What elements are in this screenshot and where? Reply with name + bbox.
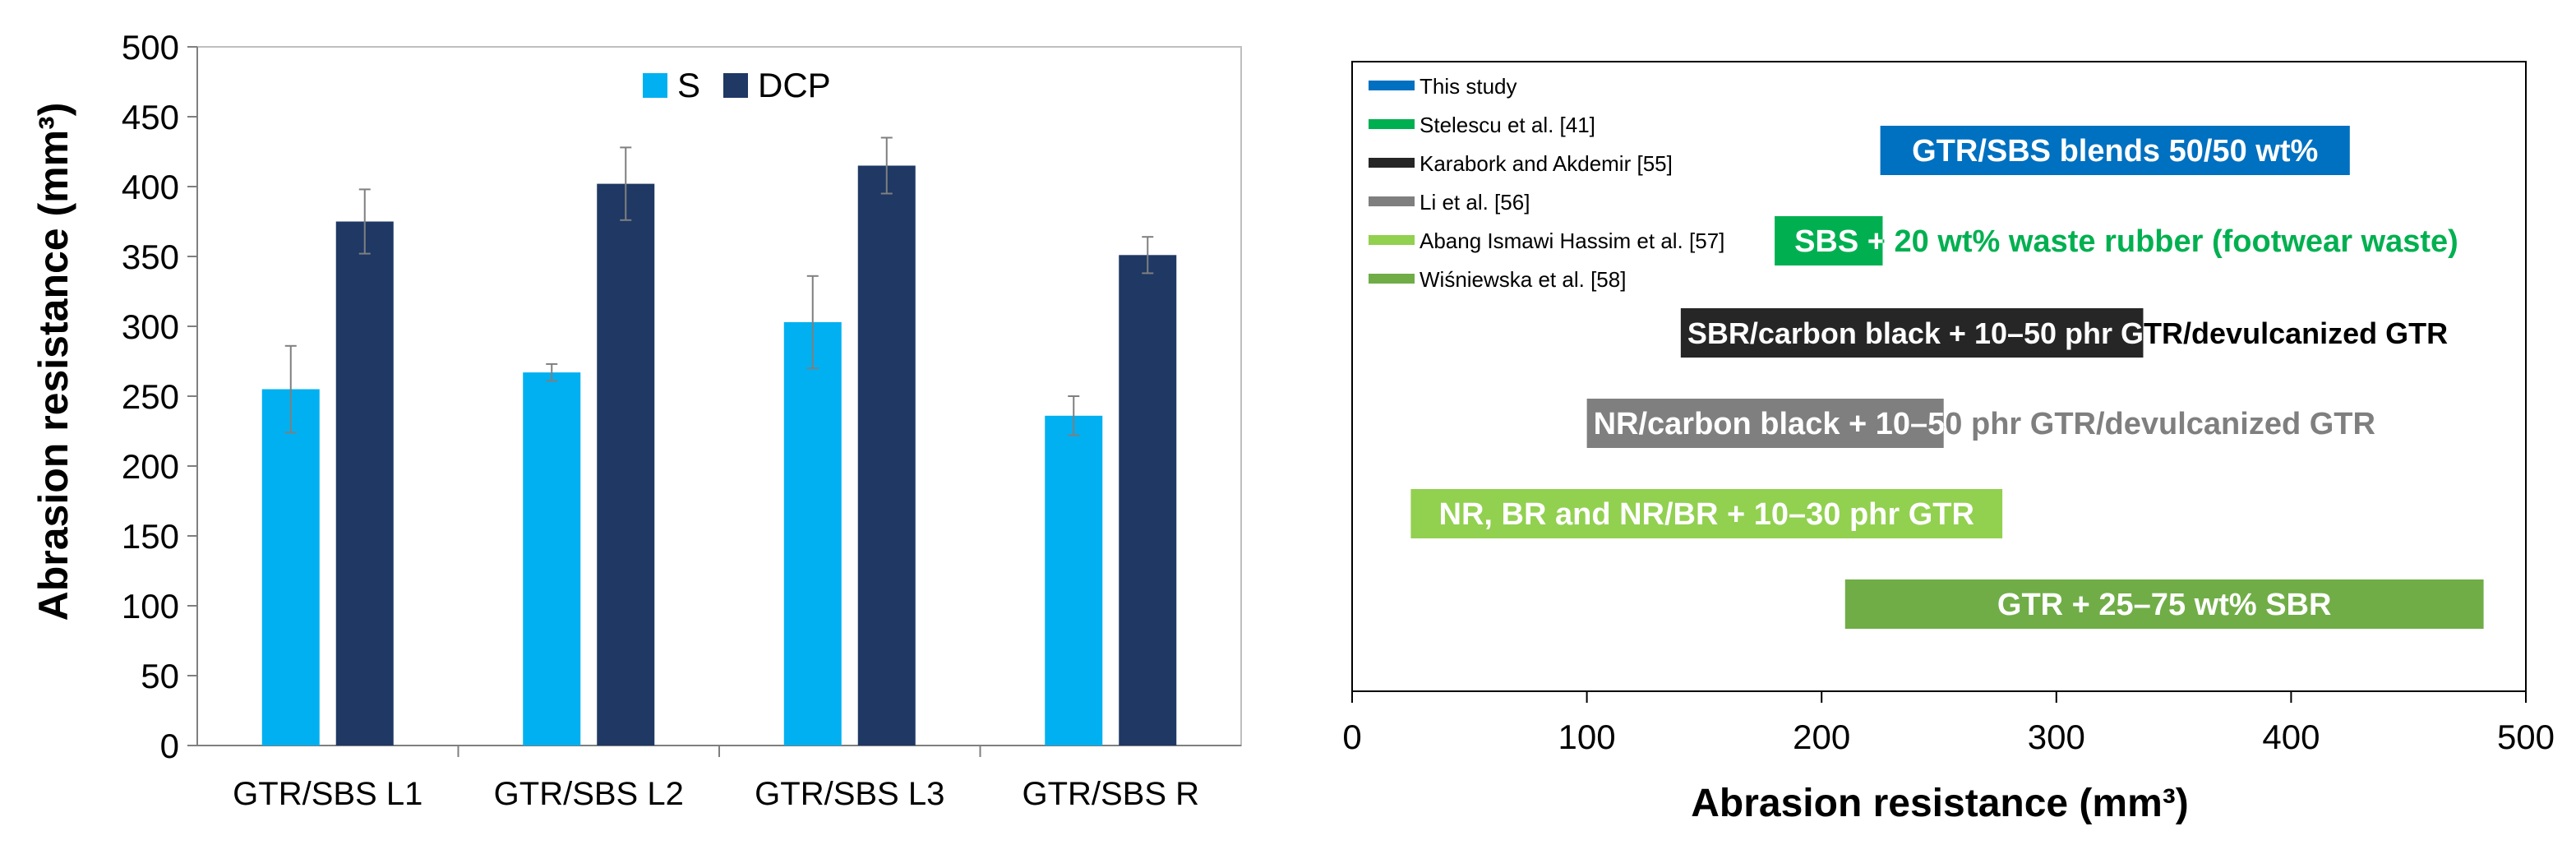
right-plot-frame	[1351, 61, 2527, 692]
left-x-tick-label: GTR/SBS L3	[755, 776, 944, 812]
range-bar	[1844, 579, 2484, 629]
legend-label-dcp: DCP	[758, 66, 831, 104]
bar-dcp	[335, 221, 394, 746]
right-x-tick-label: 200	[1793, 718, 1850, 756]
right-legend-label: Stelescu et al. [41]	[1420, 113, 1595, 137]
left-y-tick-label: 300	[122, 307, 179, 346]
bar-s	[783, 321, 842, 746]
left-y-axis-label: Abrasion resistance (mm³)	[30, 103, 76, 621]
range-bar	[1880, 126, 2350, 175]
right-legend-label: Wiśniewska et al. [58]	[1420, 267, 1626, 292]
right-x-tick-label: 300	[2028, 718, 2085, 756]
right-x-tick-label: 400	[2262, 718, 2320, 756]
left-x-tick-label: GTR/SBS L2	[494, 776, 684, 812]
left-plot-area: 0 50 100 150 200 250 300 350 400 450 500 GTR/SBS L1…	[122, 28, 1242, 812]
right-legend-swatch	[1369, 81, 1415, 90]
right-x-axis-label: Abrasion resistance (mm³)	[1691, 782, 2189, 825]
range-label-overlay: SBS + 20 wt% waste rubber (footwear wast…	[1794, 224, 2458, 259]
range-bar	[1775, 216, 1883, 265]
left-y-tick-label: 400	[122, 168, 179, 206]
left-y-tick-label: 0	[160, 727, 179, 765]
right-range-chart: 0 100 200 300 400 500 This study Stelescu et al…	[1342, 61, 2555, 825]
right-legend-label: Karabork and Akdemir [55]	[1420, 151, 1673, 176]
right-legend-label: Abang Ismawi Hassim et al. [57]	[1420, 229, 1724, 253]
right-x-tick-label: 100	[1558, 718, 1616, 756]
range-label-overlay: SBR/carbon black + 10–50 phr GTR/devulca…	[1687, 316, 2448, 350]
right-legend-swatch	[1369, 119, 1415, 129]
left-y-tick-label: 100	[122, 587, 179, 625]
range-label: GTR/SBS blends 50/50 wt%	[1912, 134, 2318, 168]
range-label: NR, BR and NR/BR + 10–30 phr GTR	[1439, 497, 1974, 532]
left-x-tick-label: GTR/SBS R	[1022, 776, 1199, 812]
right-legend-swatch	[1369, 196, 1415, 206]
left-y-tick-label: 450	[122, 98, 179, 136]
range-label: SBR/carbon black + 10–50 phr GTR/devulca…	[1687, 316, 2448, 350]
left-y-tick-label: 200	[122, 447, 179, 486]
left-bar-chart: Abrasion resistance (mm³) 0 50 100 150 200 25…	[30, 28, 1242, 812]
legend-swatch-s	[643, 73, 667, 98]
range-bar	[1586, 399, 1944, 448]
left-y-tick-label: 150	[122, 517, 179, 556]
legend-swatch-dcp	[723, 73, 748, 98]
left-y-tick-label: 500	[122, 28, 179, 67]
bar-dcp	[1119, 255, 1177, 746]
range-label: GTR + 25–75 wt% SBR	[1997, 588, 2332, 622]
right-plot-area: 0 100 200 300 400 500 This study Stelescu et al…	[1342, 61, 2555, 756]
right-legend-label: This study	[1420, 74, 1517, 99]
bar-s	[1045, 415, 1103, 746]
bar-dcp	[857, 165, 916, 746]
range-bar	[1680, 308, 2144, 358]
right-x-tick-label: 0	[1342, 718, 1361, 756]
bar-dcp	[597, 183, 655, 746]
bar-s	[523, 372, 581, 746]
right-legend-label: Li et al. [56]	[1420, 190, 1530, 215]
range-label: NR/carbon black + 10–50 phr GTR/devulcan…	[1594, 407, 2375, 441]
range-bar	[1410, 489, 2003, 538]
right-x-tick-label: 500	[2497, 718, 2555, 756]
range-label-overlay: NR/carbon black + 10–50 phr GTR/devulcan…	[1594, 407, 2375, 441]
right-legend-swatch	[1369, 235, 1415, 245]
left-x-tick-label: GTR/SBS L1	[233, 776, 422, 812]
legend-label-s: S	[677, 66, 700, 104]
right-legend-swatch	[1369, 274, 1415, 284]
range-label: SBS + 20 wt% waste rubber (footwear wast…	[1794, 224, 2458, 259]
left-y-tick-label: 50	[141, 657, 179, 695]
bar-s	[261, 389, 320, 746]
right-legend-swatch	[1369, 158, 1415, 168]
left-y-tick-label: 350	[122, 238, 179, 276]
left-y-tick-label: 250	[122, 377, 179, 416]
